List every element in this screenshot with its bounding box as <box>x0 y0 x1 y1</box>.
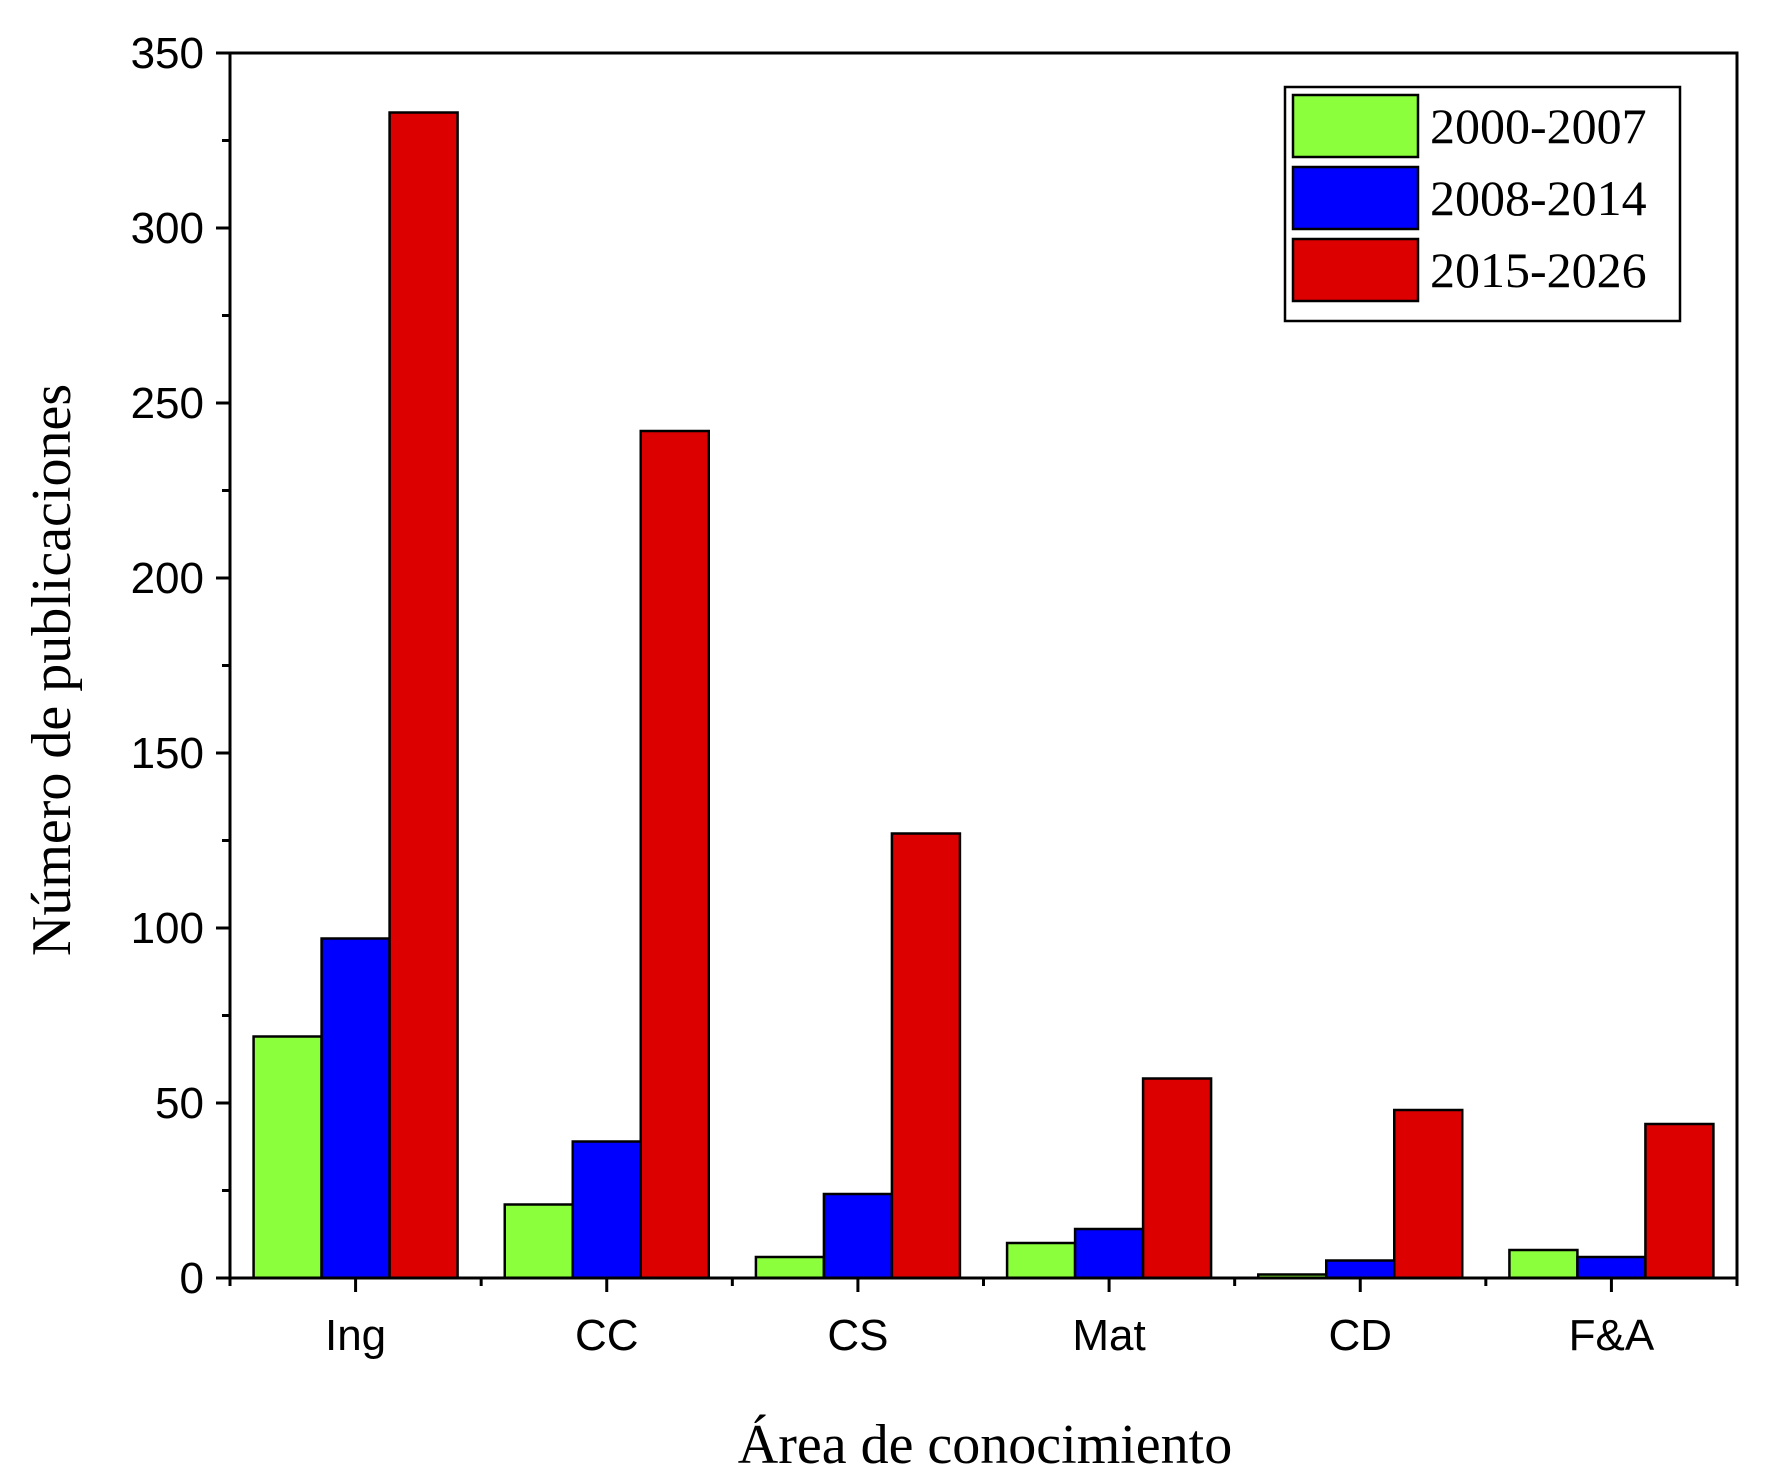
y-tick-label: 50 <box>155 1079 204 1128</box>
bar-2008-2014-CC <box>571 1140 642 1280</box>
y-tick-label: 0 <box>180 1254 204 1303</box>
legend-label: 2000-2007 <box>1430 98 1647 154</box>
bar-2015-2026-F&A <box>1644 1122 1715 1280</box>
bar-2000-2007-Ing <box>252 1035 323 1280</box>
x-tick-label: Mat <box>1072 1311 1145 1360</box>
bar-2015-2026-CD <box>1393 1108 1464 1280</box>
x-tick-label: F&A <box>1569 1311 1655 1360</box>
bar-2015-2026-Mat <box>1141 1077 1213 1280</box>
y-tick-label: 350 <box>131 29 204 78</box>
bars-layer <box>252 111 1715 1280</box>
bar-2008-2014-CD <box>1325 1259 1396 1280</box>
legend-swatch <box>1291 165 1420 231</box>
legend-swatch <box>1291 237 1420 303</box>
x-tick-label: CS <box>827 1311 888 1360</box>
bar-2008-2014-F&A <box>1576 1255 1647 1280</box>
bar-2000-2007-F&A <box>1508 1248 1579 1280</box>
y-tick-label: 300 <box>131 204 204 253</box>
x-axis-title: Área de conocimiento <box>738 1414 1232 1475</box>
bar-2000-2007-CC <box>503 1203 574 1280</box>
bar-2008-2014-Mat <box>1073 1227 1145 1280</box>
legend-label: 2008-2014 <box>1430 170 1647 226</box>
legend-swatch <box>1291 93 1420 159</box>
x-tick-label: Ing <box>325 1311 386 1360</box>
bar-2000-2007-Mat <box>1005 1241 1077 1280</box>
bar-2015-2026-CC <box>639 429 710 1280</box>
legend: 2000-2007 2008-2014 2015-2026 <box>1283 85 1682 323</box>
y-tick-label: 250 <box>131 379 204 428</box>
x-tick-label: CD <box>1328 1311 1392 1360</box>
legend-label: 2015-2026 <box>1430 242 1647 298</box>
y-tick-label: 150 <box>131 729 204 778</box>
x-tick-label: CC <box>575 1311 639 1360</box>
y-axis-title: Número de publicaciones <box>21 384 83 956</box>
y-tick-label: 200 <box>131 554 204 603</box>
bar-2015-2026-CS <box>890 832 962 1280</box>
axes-layer: 0 50 100 150 200 250 300 350 Ing CC CS Mat CD F&A <box>131 29 1739 1360</box>
y-tick-label: 100 <box>131 904 204 953</box>
bar-2008-2014-CS <box>822 1192 894 1280</box>
bar-2015-2026-Ing <box>388 111 459 1280</box>
bar-2008-2014-Ing <box>320 937 391 1280</box>
bar-2000-2007-CS <box>754 1255 826 1280</box>
